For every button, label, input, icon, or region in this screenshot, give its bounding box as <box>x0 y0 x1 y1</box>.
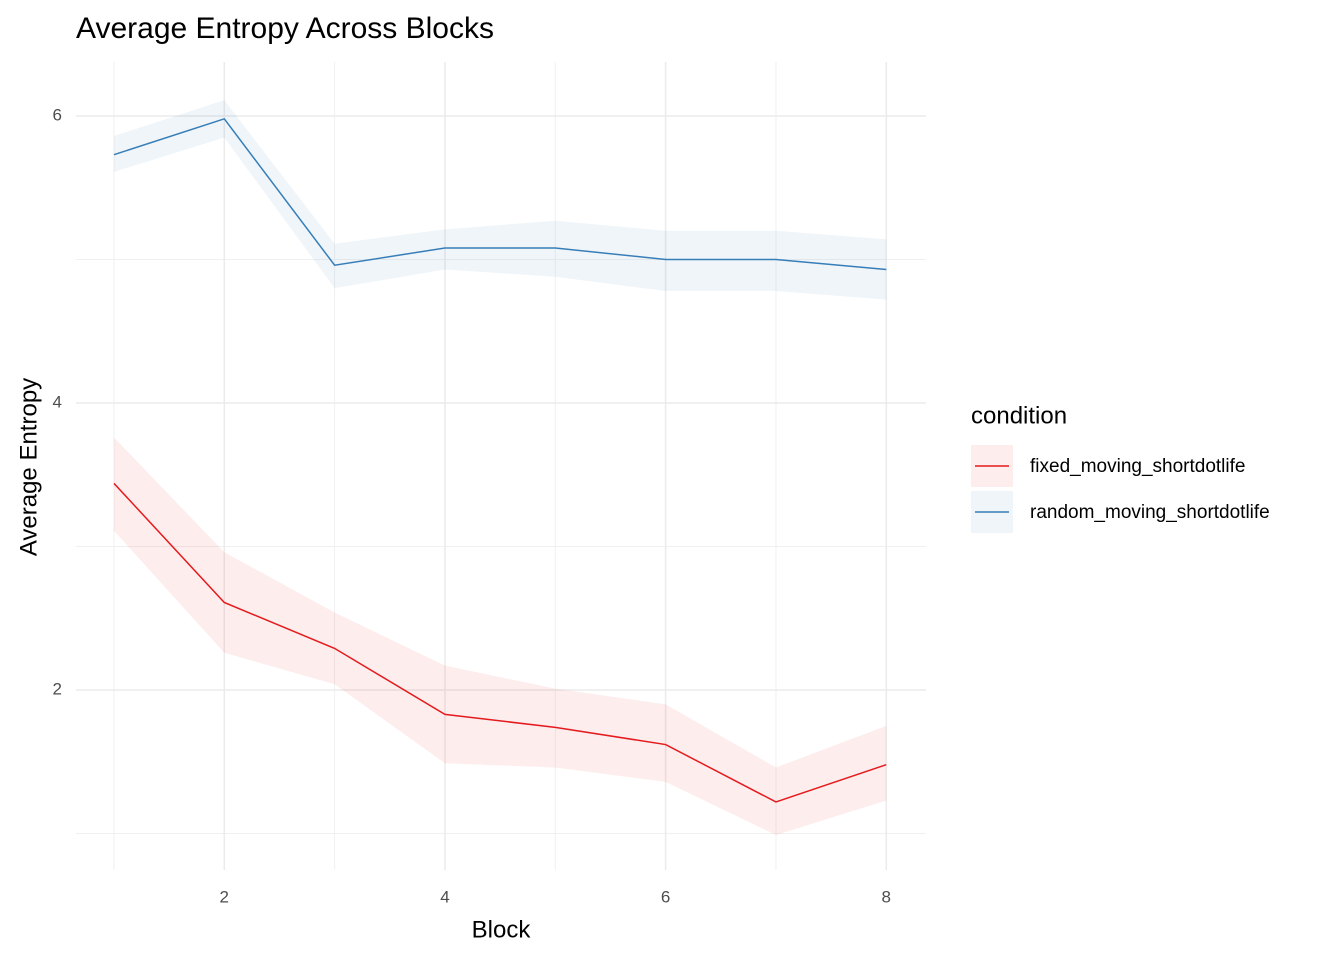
series-line <box>113 482 887 803</box>
confidence-ribbon <box>113 437 887 835</box>
series-line <box>113 117 887 271</box>
x-axis-title: Block <box>472 916 532 943</box>
legend-label: random_moving_shortdotlife <box>1030 502 1270 523</box>
y-tick-label: 2 <box>53 680 62 699</box>
y-axis-title: Average Entropy <box>15 378 42 556</box>
legend-label: fixed_moving_shortdotlife <box>1030 456 1245 477</box>
y-tick-label: 4 <box>53 392 62 411</box>
y-tick-label: 6 <box>53 105 62 124</box>
confidence-ribbon <box>113 100 887 300</box>
chart-title: Average Entropy Across Blocks <box>76 12 494 45</box>
x-tick-label: 2 <box>220 887 229 906</box>
x-tick-label: 6 <box>661 887 670 906</box>
x-tick-label: 4 <box>440 887 449 906</box>
legend-title: condition <box>971 402 1067 429</box>
x-tick-label: 8 <box>882 887 891 906</box>
